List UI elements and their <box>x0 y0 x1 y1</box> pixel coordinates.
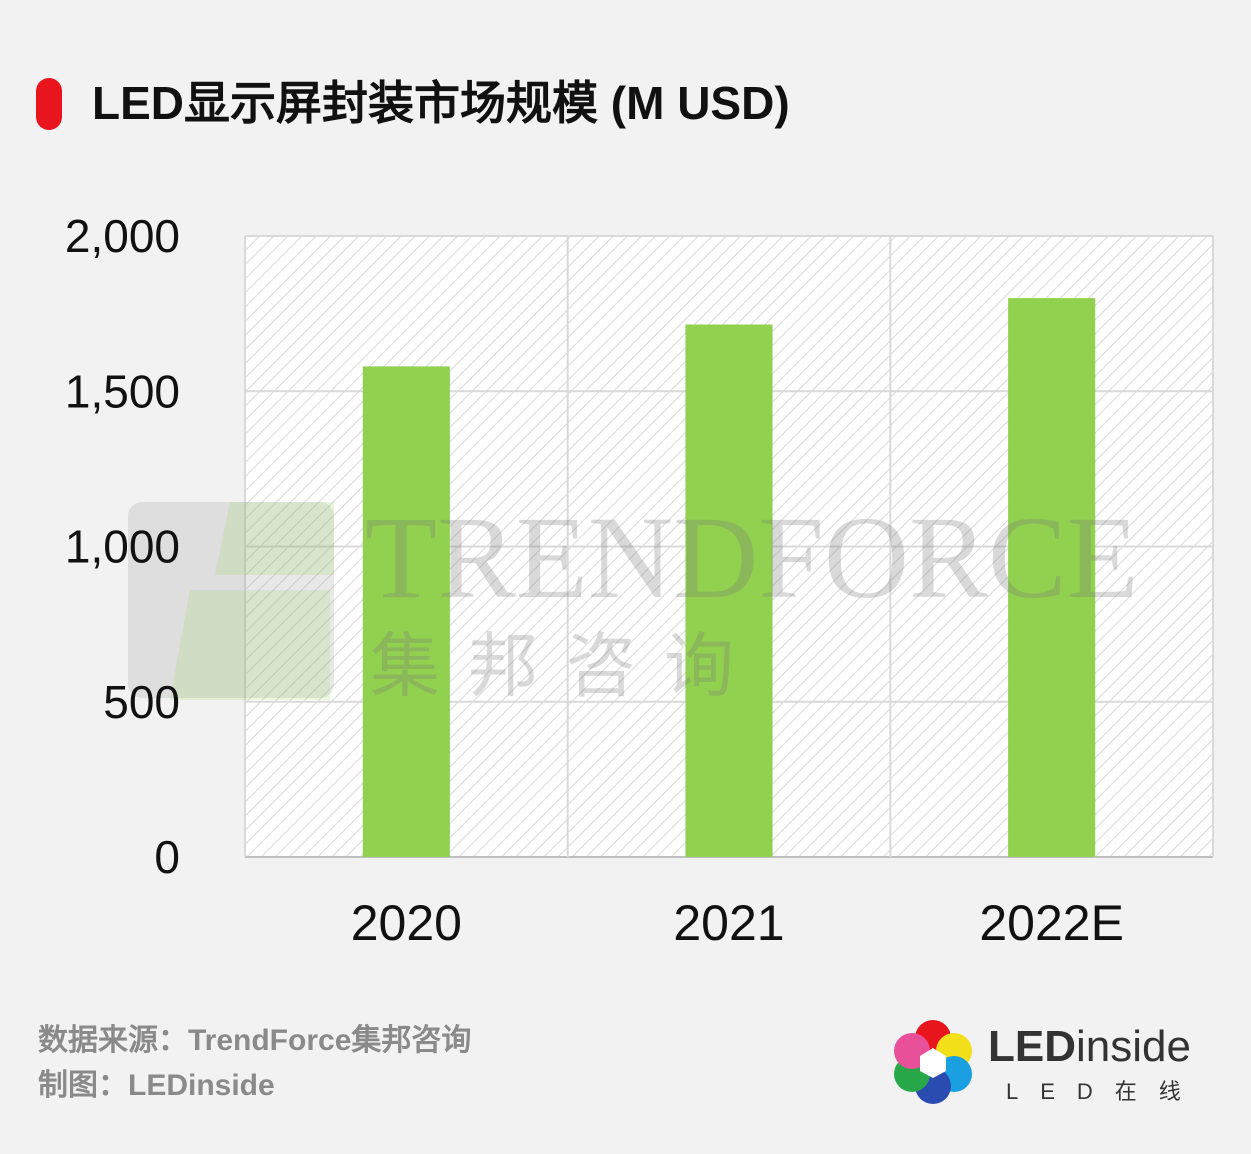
y-tick-label: 1,500 <box>65 365 180 417</box>
y-axis-ticks: 0 500 1,000 1,500 2,000 <box>65 210 180 883</box>
bar-2020 <box>362 366 450 857</box>
bar-chart: 0 500 1,000 1,500 2,000 2020 2021 2022E <box>65 210 1214 951</box>
logo-subtitle: LED在线 <box>1006 1079 1203 1104</box>
bar-2022e <box>1008 298 1096 858</box>
trendforce-watermark-logo <box>128 502 334 700</box>
ledinside-logo: LEDinside LED在线 <box>888 1010 1218 1110</box>
x-tick-label: 2021 <box>673 895 784 951</box>
ledinside-flower-icon <box>894 1020 972 1104</box>
x-axis-ticks: 2020 2021 2022E <box>351 895 1124 951</box>
data-source: 数据来源：TrendForce集邦咨询 <box>38 1024 472 1057</box>
bars <box>362 298 1096 858</box>
y-tick-label: 1,000 <box>65 521 180 573</box>
chart-title: LED显示屏封装市场规模 (M USD) <box>92 77 790 129</box>
made-by: 制图：LEDinside <box>38 1069 275 1102</box>
y-tick-label: 0 <box>154 831 180 883</box>
watermark-subtext: 集邦咨询 <box>370 627 762 705</box>
y-tick-label: 500 <box>103 676 180 728</box>
x-tick-label: 2022E <box>979 895 1124 951</box>
y-tick-label: 2,000 <box>65 210 180 262</box>
watermark-text: TRENDFORCE <box>365 492 1139 623</box>
logo-name: LEDinside <box>988 1022 1191 1071</box>
bar-2021 <box>685 324 773 857</box>
footer: 数据来源：TrendForce集邦咨询 制图：LEDinside <box>38 1018 471 1108</box>
x-tick-label: 2020 <box>351 895 462 951</box>
title-marker <box>36 78 62 130</box>
